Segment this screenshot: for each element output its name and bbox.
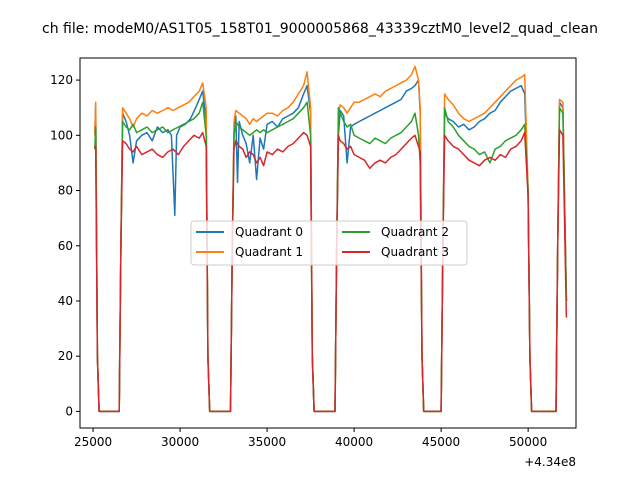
y-tick-label: 20 [58,349,73,363]
y-tick-label: 100 [50,128,73,142]
series-layer [94,65,568,413]
y-tick-label: 0 [65,404,73,418]
x-tick-label: 40000 [335,435,373,449]
x-tick-label: 35000 [248,435,286,449]
x-tick-label: 30000 [161,435,199,449]
chart-title: ch file: modeM0/AS1T05_158T01_9000005868… [42,21,598,37]
y-tick-label: 80 [58,184,73,198]
y-tick-label: 40 [58,294,73,308]
legend-entry-label: Quadrant 1 [235,245,303,259]
x-axis-offset-label: +4.34e8 [524,455,576,469]
legend: Quadrant 0 Quadrant 1 Quadrant 2 Quadrant 3 [190,220,468,266]
legend-box [190,220,468,266]
x-axis: 25000 30000 35000 40000 45000 50000 [74,428,547,449]
legend-entry-label: Quadrant 3 [381,245,449,259]
legend-entry-label: Quadrant 2 [381,225,449,239]
y-tick-label: 120 [50,73,73,87]
x-tick-label: 50000 [509,435,547,449]
x-tick-label: 45000 [422,435,460,449]
series-line-quadrant-3 [94,129,568,413]
plot-area [79,57,577,429]
y-tick-label: 60 [58,239,73,253]
x-tick-label: 25000 [74,435,112,449]
axes-frame [79,57,577,429]
y-axis: 0 20 40 60 80 100 120 [50,73,80,418]
legend-entry-label: Quadrant 0 [235,225,303,239]
